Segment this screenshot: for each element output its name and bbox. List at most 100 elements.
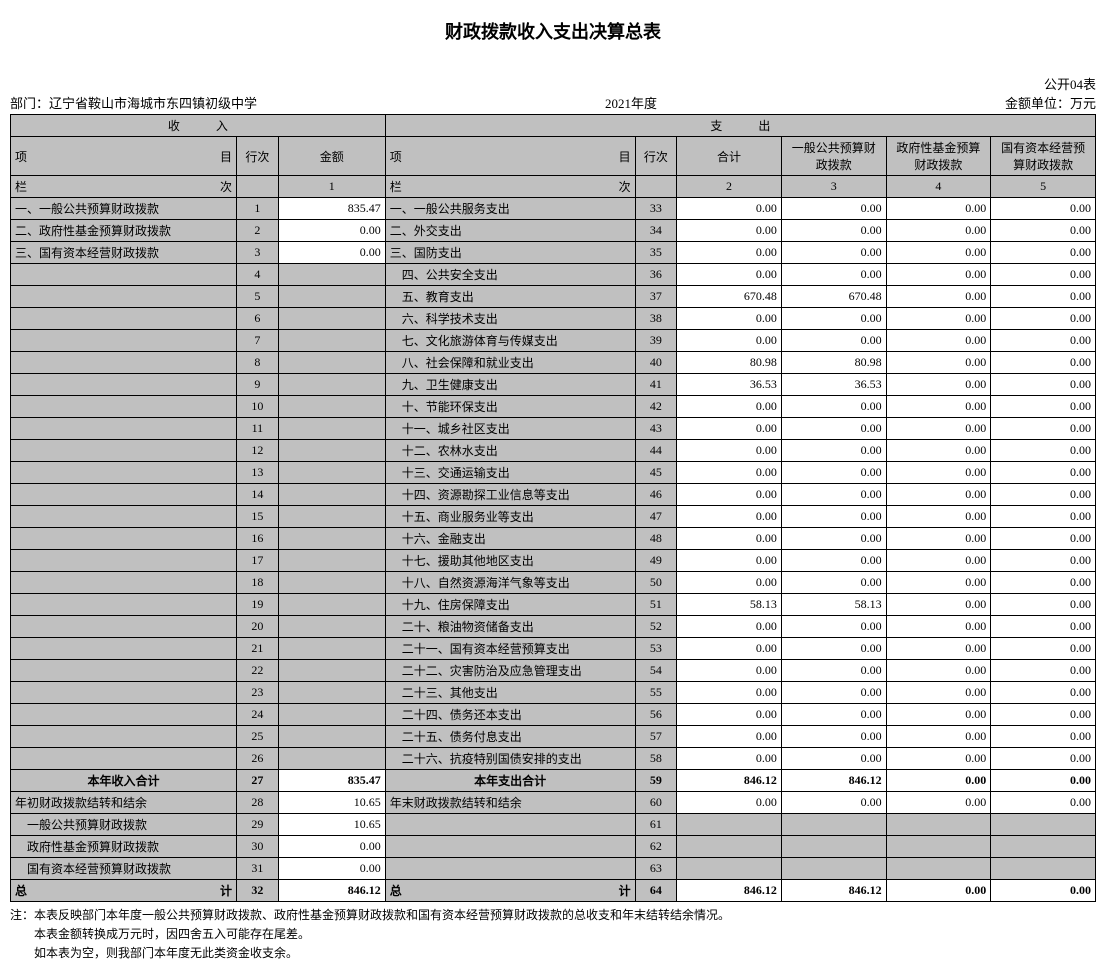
- income-item: [11, 352, 237, 374]
- value-cell: 0.00: [886, 704, 991, 726]
- income-item: [11, 396, 237, 418]
- value-cell: [677, 836, 782, 858]
- value-cell: 0.00: [886, 242, 991, 264]
- income-item: [11, 572, 237, 594]
- value-cell: [886, 814, 991, 836]
- expense-row-num: 51: [635, 594, 677, 616]
- income-amount: 0.00: [278, 242, 385, 264]
- income-amount: 0.00: [278, 858, 385, 880]
- value-cell: 0.00: [677, 308, 782, 330]
- note-line: 注：本表反映部门本年度一般公共预算财政拨款、政府性基金预算财政拨款和国有资本经营…: [10, 906, 1096, 925]
- expense-item: 十一、城乡社区支出: [385, 418, 635, 440]
- income-row-num: 22: [237, 660, 279, 682]
- expense-row-num: 47: [635, 506, 677, 528]
- hdr-item-l: 项 目: [11, 137, 237, 176]
- value-cell: 0.00: [677, 550, 782, 572]
- value-cell: 0.00: [886, 220, 991, 242]
- income-item: [11, 330, 237, 352]
- income-amount: [278, 418, 385, 440]
- income-item: [11, 594, 237, 616]
- hdr-c4: 4: [886, 176, 991, 198]
- notes: 注：本表反映部门本年度一般公共预算财政拨款、政府性基金预算财政拨款和国有资本经营…: [10, 906, 1096, 964]
- income-row-num: 30: [237, 836, 279, 858]
- value-cell: 0.00: [781, 726, 886, 748]
- expense-row-num: 40: [635, 352, 677, 374]
- form-number: 公开04表: [10, 74, 1096, 93]
- expense-item: 六、科学技术支出: [385, 308, 635, 330]
- value-cell: 0.00: [991, 792, 1096, 814]
- income-row-num: 12: [237, 440, 279, 462]
- value-cell: 0.00: [991, 308, 1096, 330]
- value-cell: 0.00: [781, 440, 886, 462]
- income-row-num: 11: [237, 418, 279, 440]
- income-row-num: 32: [237, 880, 279, 902]
- value-cell: 0.00: [677, 748, 782, 770]
- value-cell: 846.12: [677, 770, 782, 792]
- income-amount: [278, 374, 385, 396]
- expense-row-num: 38: [635, 308, 677, 330]
- income-row-num: 19: [237, 594, 279, 616]
- hdr-c1: 1: [278, 176, 385, 198]
- income-item: 二、政府性基金预算财政拨款: [11, 220, 237, 242]
- value-cell: 0.00: [677, 242, 782, 264]
- income-row-num: 6: [237, 308, 279, 330]
- expense-item: 二、外交支出: [385, 220, 635, 242]
- income-row-num: 8: [237, 352, 279, 374]
- value-cell: 0.00: [991, 726, 1096, 748]
- value-cell: 0.00: [886, 308, 991, 330]
- meta-row: 部门：辽宁省鞍山市海城市东四镇初级中学 2021年度 金额单位：万元: [10, 93, 1096, 112]
- expense-item: 十七、援助其他地区支出: [385, 550, 635, 572]
- income-row-num: 20: [237, 616, 279, 638]
- income-row-num: 2: [237, 220, 279, 242]
- value-cell: 0.00: [886, 726, 991, 748]
- expense-item: 二十三、其他支出: [385, 682, 635, 704]
- value-cell: 0.00: [677, 484, 782, 506]
- expense-row-num: 44: [635, 440, 677, 462]
- dept-label: 部门：: [10, 96, 49, 111]
- expense-row-num: 53: [635, 638, 677, 660]
- value-cell: 846.12: [677, 880, 782, 902]
- value-cell: 0.00: [677, 660, 782, 682]
- expense-item: 二十六、抗疫特别国债安排的支出: [385, 748, 635, 770]
- income-row-num: 18: [237, 572, 279, 594]
- value-cell: 0.00: [886, 396, 991, 418]
- value-cell: 0.00: [991, 880, 1096, 902]
- value-cell: 0.00: [677, 220, 782, 242]
- income-amount: [278, 506, 385, 528]
- income-item: [11, 638, 237, 660]
- expense-item: 十八、自然资源海洋气象等支出: [385, 572, 635, 594]
- value-cell: 0.00: [991, 440, 1096, 462]
- value-cell: 0.00: [677, 418, 782, 440]
- value-cell: 0.00: [886, 748, 991, 770]
- expense-item: 十五、商业服务业等支出: [385, 506, 635, 528]
- income-item: [11, 550, 237, 572]
- value-cell: 0.00: [886, 616, 991, 638]
- expense-item: 二十一、国有资本经营预算支出: [385, 638, 635, 660]
- income-amount: [278, 264, 385, 286]
- income-amount: 10.65: [278, 792, 385, 814]
- income-amount: [278, 682, 385, 704]
- income-item: [11, 308, 237, 330]
- hdr-row-l: 行次: [237, 137, 279, 176]
- value-cell: 0.00: [781, 220, 886, 242]
- value-cell: 0.00: [781, 638, 886, 660]
- expense-row-num: 50: [635, 572, 677, 594]
- page-title: 财政拨款收入支出决算总表: [10, 18, 1096, 44]
- value-cell: 0.00: [991, 462, 1096, 484]
- expense-row-num: 60: [635, 792, 677, 814]
- income-amount: [278, 572, 385, 594]
- unit-value: 金额单位：万元: [1005, 93, 1096, 112]
- expense-item: 五、教育支出: [385, 286, 635, 308]
- expense-row-num: 58: [635, 748, 677, 770]
- expense-item: 十四、资源勘探工业信息等支出: [385, 484, 635, 506]
- value-cell: 0.00: [886, 440, 991, 462]
- income-item: [11, 418, 237, 440]
- income-amount: [278, 462, 385, 484]
- income-row-num: 24: [237, 704, 279, 726]
- income-item: 三、国有资本经营财政拨款: [11, 242, 237, 264]
- value-cell: 0.00: [677, 682, 782, 704]
- income-item: [11, 748, 237, 770]
- income-row-num: 25: [237, 726, 279, 748]
- income-amount: [278, 638, 385, 660]
- value-cell: 0.00: [991, 198, 1096, 220]
